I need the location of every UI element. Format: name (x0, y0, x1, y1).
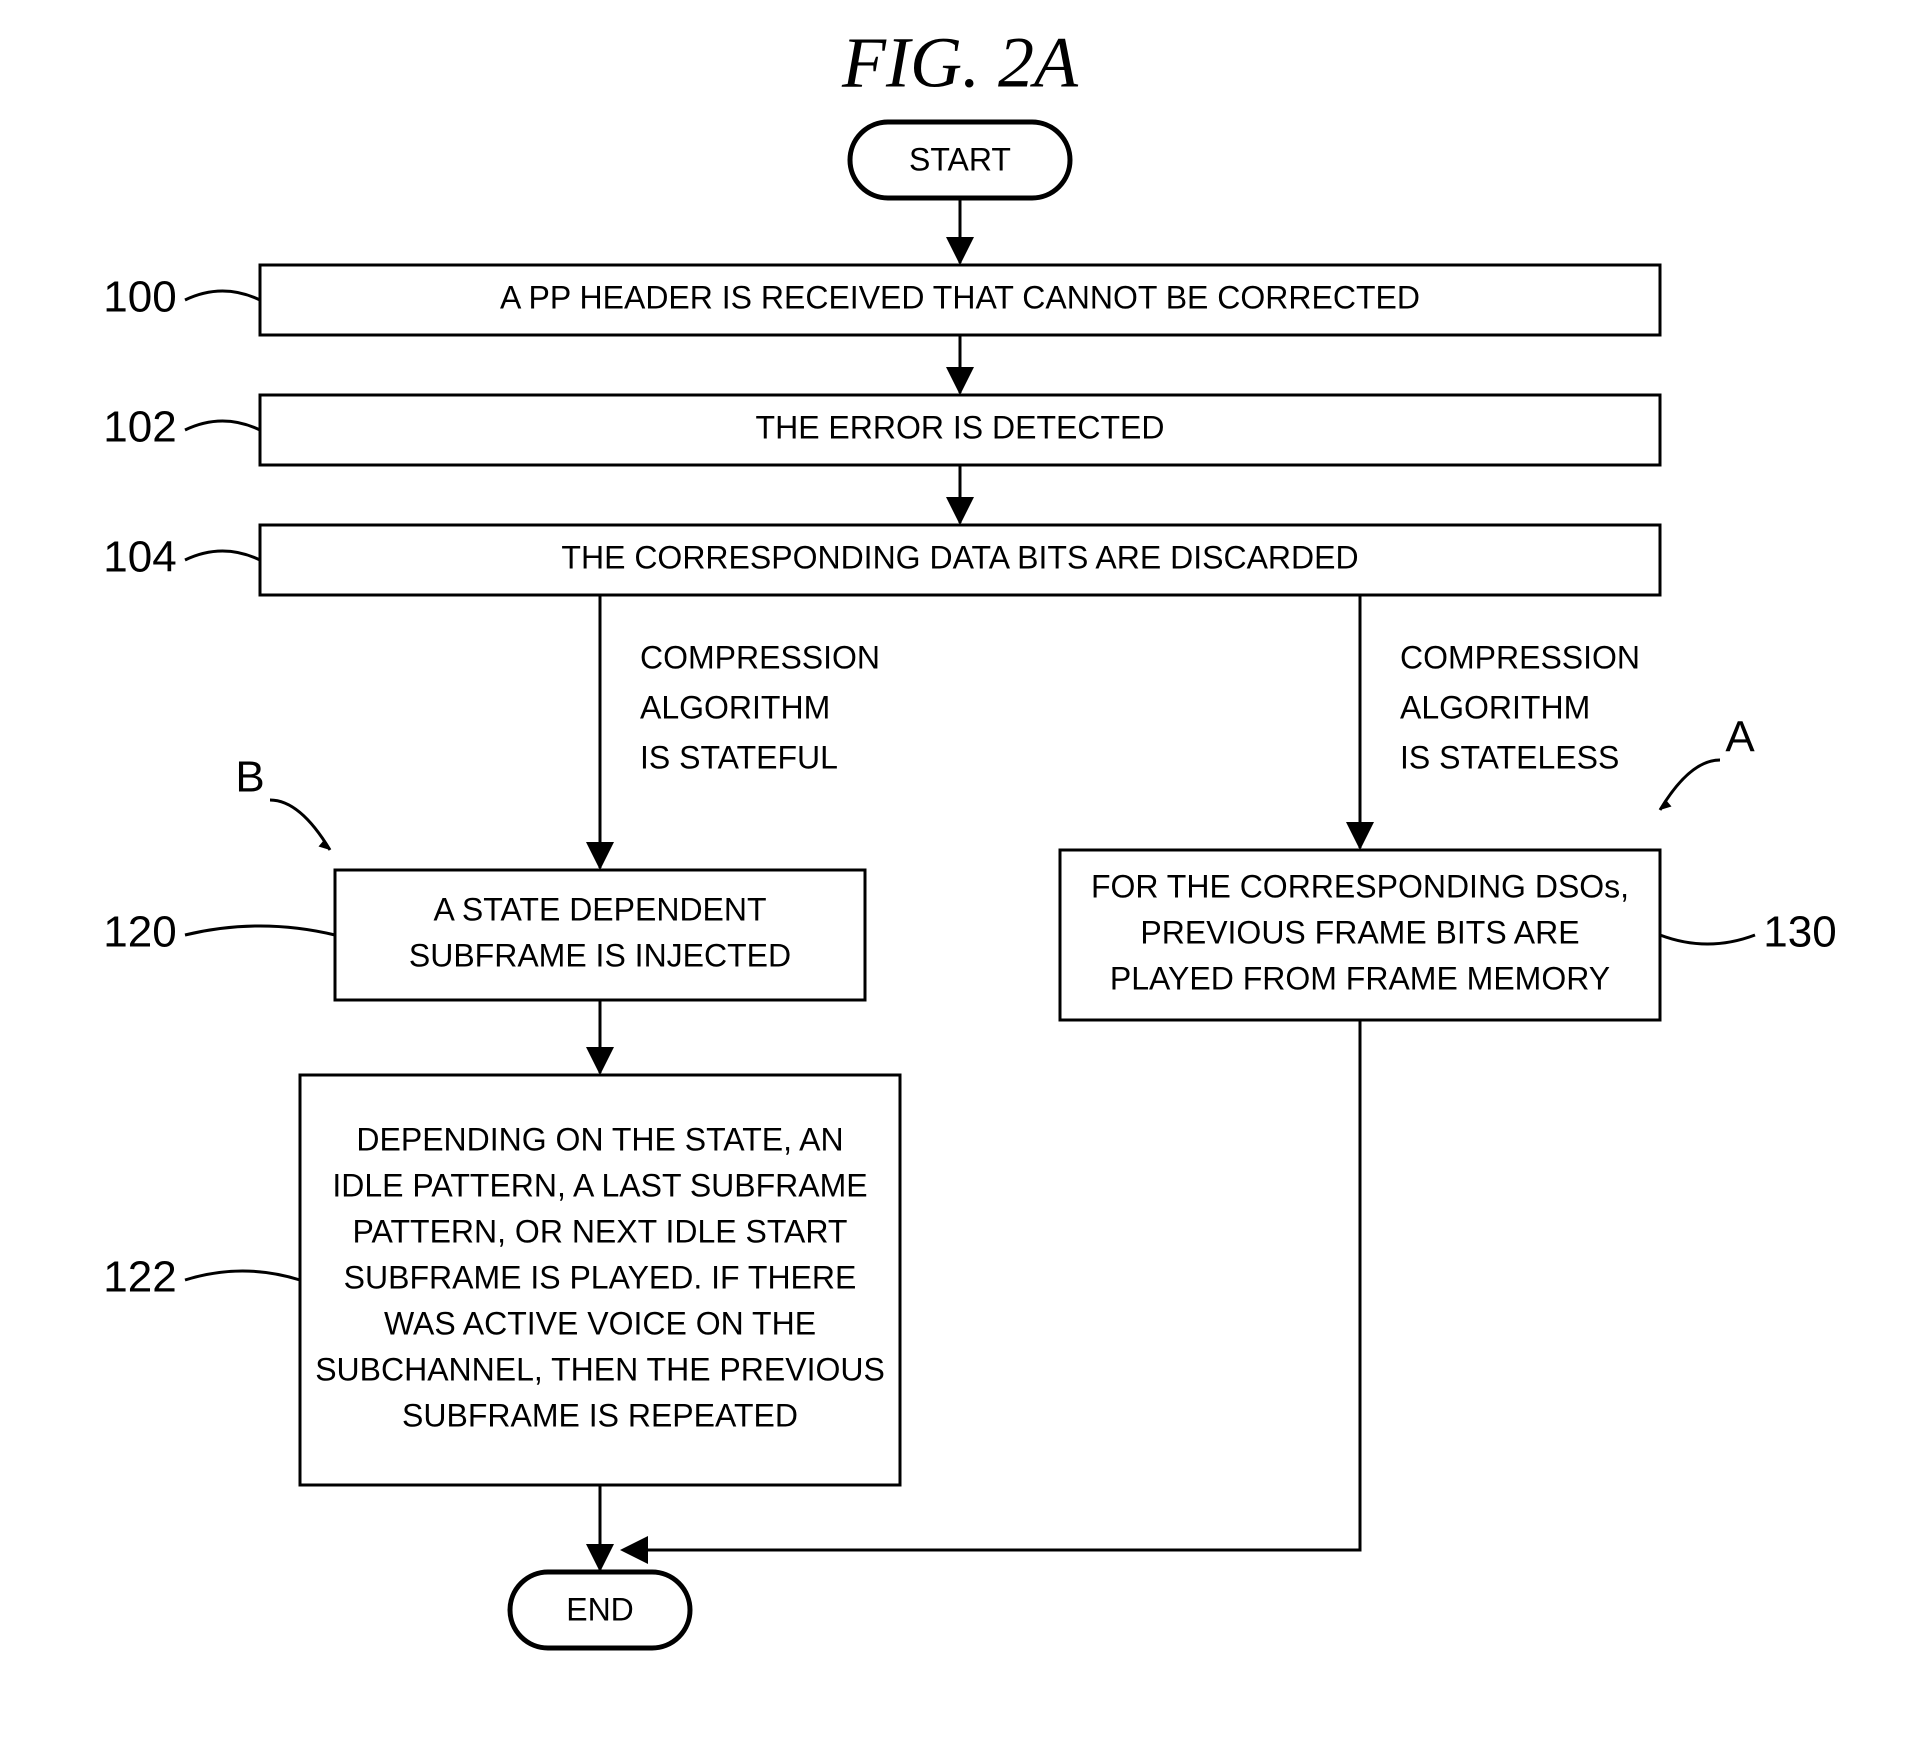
ref-n122: 122 (103, 1253, 176, 1302)
box-b122-line: SUBCHANNEL, THEN THE PREVIOUS (315, 1351, 885, 1387)
lead-n122 (185, 1271, 300, 1280)
start-terminal-label: START (909, 141, 1011, 177)
lead-n102 (185, 421, 260, 430)
box-b122-line: SUBFRAME IS PLAYED. IF THERE (344, 1259, 857, 1295)
box-b120-line: A STATE DEPENDENT (433, 891, 766, 927)
branch-label-right-line: IS STATELESS (1400, 739, 1619, 775)
branch-letter-left: B (235, 753, 264, 802)
ref-n102: 102 (103, 403, 176, 452)
box-b102-line: THE ERROR IS DETECTED (756, 409, 1165, 445)
branch-label-right-line: ALGORITHM (1400, 689, 1590, 725)
box-b130-line: PLAYED FROM FRAME MEMORY (1110, 960, 1610, 996)
branch-label-left-line: ALGORITHM (640, 689, 830, 725)
lead-n130 (1660, 935, 1755, 944)
flowchart-figure-2a: FIG. 2A START END A PP HEADER IS RECEIVED T… (0, 0, 1920, 1747)
box-b122-line: WAS ACTIVE VOICE ON THE (384, 1305, 816, 1341)
ref-n104: 104 (103, 533, 176, 582)
lead-A (1660, 760, 1720, 810)
ref-n120: 120 (103, 908, 176, 957)
box-b130-line: FOR THE CORRESPONDING DSOs, (1091, 868, 1629, 904)
lead-n120 (185, 926, 335, 935)
box-b122-line: IDLE PATTERN, A LAST SUBFRAME (332, 1167, 867, 1203)
box-b122-line: PATTERN, OR NEXT IDLE START (353, 1213, 848, 1249)
ref-n100: 100 (103, 273, 176, 322)
box-b104-line: THE CORRESPONDING DATA BITS ARE DISCARDE… (561, 539, 1358, 575)
branch-letter-right: A (1725, 713, 1755, 762)
figure-title: FIG. 2A (841, 23, 1079, 103)
box-b100-line: A PP HEADER IS RECEIVED THAT CANNOT BE C… (500, 279, 1420, 315)
branch-label-left-line: IS STATEFUL (640, 739, 838, 775)
lead-n100 (185, 291, 260, 300)
end-terminal-label: END (566, 1591, 634, 1627)
lead-B (270, 800, 330, 850)
ref-n130: 130 (1763, 908, 1836, 957)
box-b122-line: DEPENDING ON THE STATE, AN (356, 1121, 843, 1157)
box-b130-line: PREVIOUS FRAME BITS ARE (1140, 914, 1579, 950)
branch-label-left-line: COMPRESSION (640, 639, 880, 675)
box-b120 (335, 870, 865, 1000)
box-b120-line: SUBFRAME IS INJECTED (409, 937, 791, 973)
box-b122-line: SUBFRAME IS REPEATED (402, 1397, 798, 1433)
branch-label-right-line: COMPRESSION (1400, 639, 1640, 675)
lead-n104 (185, 551, 260, 560)
